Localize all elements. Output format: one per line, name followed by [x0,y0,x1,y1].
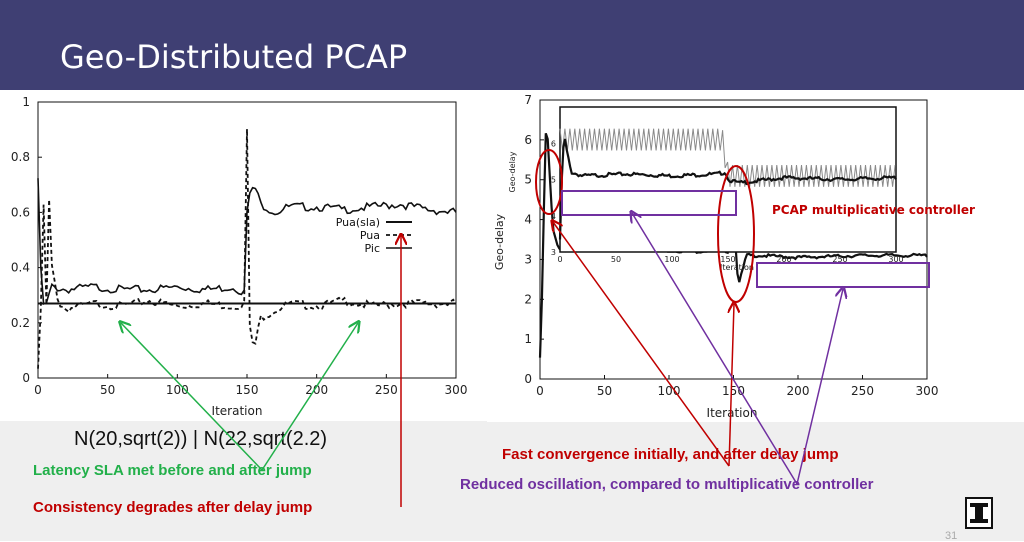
right-x-tick-label: 300 [916,384,939,398]
purple-arrow-1 [632,213,798,485]
inset-oscillating-series [559,128,896,187]
left-y-tick-label: 0.6 [11,205,30,219]
inset-pcap-series [558,138,897,240]
page-number: 31 [945,530,958,542]
right-y-tick-label: 0 [524,372,532,386]
reduced-oscillation-caption: Reduced oscillation, compared to multipl… [460,476,874,493]
right-x-tick-label: 150 [722,384,745,398]
right-x-tick-label: 200 [787,384,810,398]
fast-convergence-caption: Fast convergence initially, and after de… [502,446,839,463]
pcap-multiplicative-label: PCAP multiplicative controller [772,203,975,217]
right-chart: 0 50 100 150 200 250 30001234567IterationGeo-d… [493,93,975,420]
university-logo [965,497,993,529]
caption-area [0,421,1024,541]
inset-x-tick-label: 100 [664,255,679,264]
right-y-tick-label: 2 [524,292,532,306]
right-y-tick-label: 6 [524,133,532,147]
left-legend-label: Pua [360,229,380,242]
slide-title: Geo-Distributed PCAP [60,38,408,76]
right-y-tick-label: 4 [524,213,532,227]
inset-x-tick-label: 150 [720,255,735,264]
right-y-axis-label: Geo-delay [493,213,506,270]
inset-x-tick-label: 0 [557,255,562,264]
right-chart-panel: 0 50 100 150 200 250 300 0 1 2 3 4 5 6 7 Iteration Geo-d… [487,92,1024,422]
left-x-axis-label: Iteration [212,404,263,418]
left-x-tick-label: 150 [236,383,259,397]
inset-y-axis-label: Geo-delay [508,151,517,192]
inset-y-tick-label: 3 [551,248,556,257]
right-y-tick-label: 5 [524,173,532,187]
consistency-caption: Consistency degrades after delay jump [33,499,313,516]
green-arrow-1 [121,323,263,471]
right-y-tick-label: 7 [524,93,532,107]
left-x-tick-label: 200 [305,383,328,397]
purple-box-before [561,190,737,216]
left-chart-panel: 0 50 100 150 200 250 300 0 0.2 0.4 0.6 0.8 1 Iteratio… [0,92,484,420]
inset-x-tick-label: 300 [888,255,903,264]
right-x-tick-label: 250 [851,384,874,398]
left-y-tick-label: 0.8 [11,150,30,164]
red-arrow-1 [553,222,730,467]
left-chart: 0 50 100 150 200 250 300 0 0.2 0.4 0.6 0.8 1 Iteratio… [11,95,468,418]
title-bar: Geo-Distributed PCAP [0,0,1024,90]
left-y-tick-label: 0.4 [11,261,30,275]
left-legend-label: Pic [365,242,381,255]
left-y-tick-label: 0.2 [11,316,30,330]
left-x-tick-label: 50 [100,383,115,397]
inset-y-tick-label: 6 [551,139,556,148]
distribution-formula: N(20,sqrt(2)) | N(22,sqrt(2.2) [74,428,328,450]
left-x-tick-label: 0 [34,383,42,397]
left-series-3 [37,178,457,306]
right-y-tick-label: 3 [524,252,532,266]
right-x-tick-label: 50 [597,384,612,398]
red-ellipse-initial [535,149,563,215]
purple-arrow-2 [796,289,843,485]
left-y-tick-label: 0 [22,371,30,385]
right-x-tick-label: 100 [658,384,681,398]
inset-x-axis-label: Iteration [720,263,754,272]
green-arrow-2 [261,323,358,471]
left-legend-label: Pua(sla) [336,216,380,229]
left-y-tick-label: 1 [22,95,30,109]
right-y-tick-label: 1 [524,332,532,346]
latency-caption: Latency SLA met before and after jump [33,462,312,479]
right-x-tick-label: 0 [536,384,544,398]
left-x-tick-label: 250 [375,383,398,397]
inset-x-tick-label: 250 [832,255,847,264]
left-x-tick-label: 300 [445,383,468,397]
left-x-tick-label: 100 [166,383,189,397]
inset-y-tick-label: 5 [551,176,556,185]
inset-y-tick-label: 4 [551,212,556,221]
inset-x-tick-label: 200 [776,255,791,264]
red-arrow-2 [729,304,734,467]
inset-x-tick-label: 50 [611,255,621,264]
right-x-axis-label: Iteration [707,406,758,420]
